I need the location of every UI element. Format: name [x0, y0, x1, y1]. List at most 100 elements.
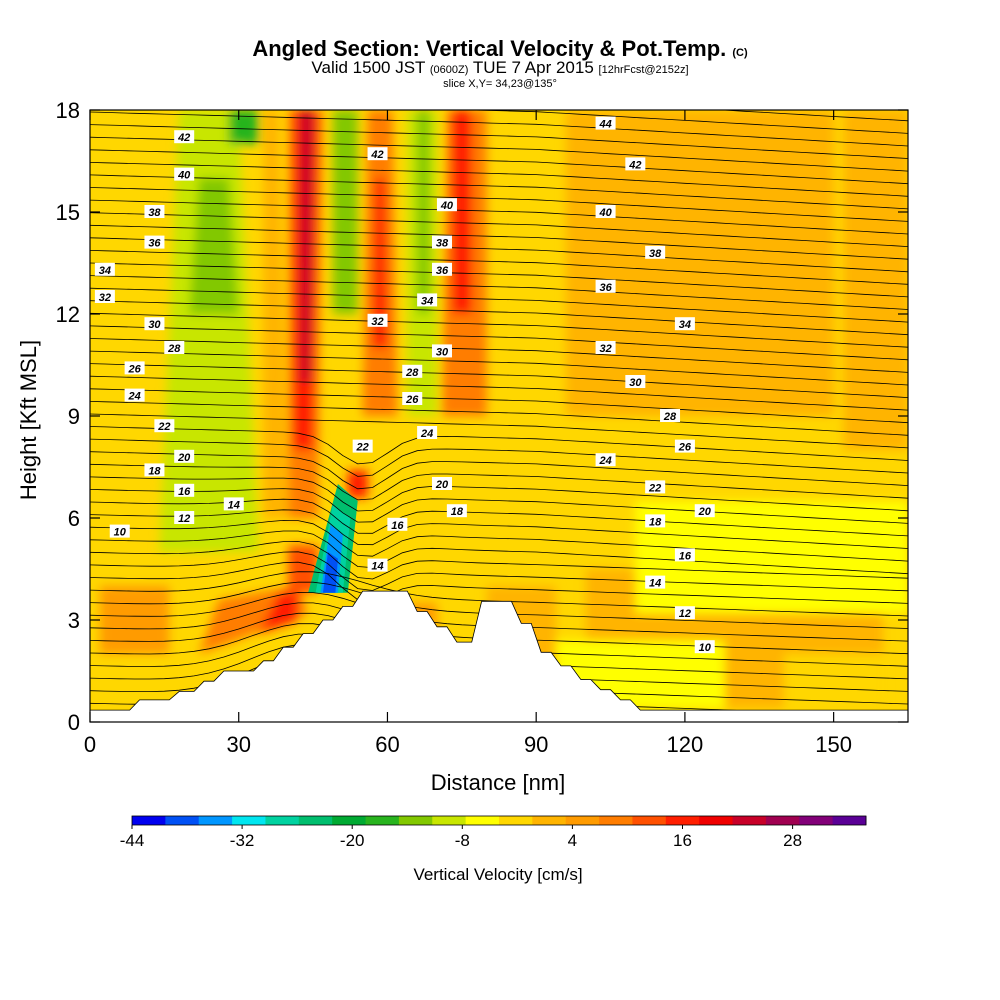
isentrope-line	[90, 401, 908, 436]
svg-text:24: 24	[127, 391, 140, 403]
chart-title: Angled Section: Vertical Velocity & Pot.…	[252, 36, 748, 61]
svg-text:30: 30	[148, 319, 161, 331]
isentrope-line	[90, 363, 908, 398]
contour-label: 16	[387, 517, 408, 532]
contour-label: 14	[645, 575, 666, 590]
colorbar-tick-label: 4	[568, 831, 577, 850]
contour-label: 24	[595, 453, 616, 467]
contour-label: 38	[645, 245, 666, 260]
contour-label: 18	[446, 504, 467, 518]
isentrope-line	[90, 451, 908, 490]
contour-label: 34	[94, 262, 115, 277]
contour-label: 14	[367, 558, 388, 573]
contour-label: 42	[367, 147, 388, 161]
isentrope-line	[90, 287, 908, 323]
x-tick-label: 90	[524, 732, 548, 757]
svg-text:26: 26	[405, 394, 419, 406]
contour-label: 42	[625, 157, 646, 171]
svg-text:14: 14	[228, 499, 240, 511]
colorbar-swatch	[332, 816, 367, 825]
isentrope-line	[90, 388, 908, 424]
svg-text:16: 16	[679, 550, 692, 562]
contour-label: 38	[431, 235, 452, 250]
isentrope-line	[90, 224, 908, 260]
velocity-blob	[843, 110, 908, 450]
terrain-mask	[90, 590, 908, 722]
colorbar-swatch	[198, 816, 233, 825]
isentrope-line	[90, 488, 908, 524]
isentrope-line	[90, 426, 908, 465]
svg-text:42: 42	[628, 159, 641, 171]
contour-label: 30	[144, 317, 165, 331]
contour-label: 26	[674, 439, 695, 454]
isentrope-line	[90, 275, 908, 310]
contour-label: 40	[595, 205, 616, 219]
contour-label: 28	[164, 341, 185, 355]
x-tick-label: 120	[667, 732, 704, 757]
y-tick-label: 0	[68, 710, 80, 735]
velocity-blob	[347, 470, 368, 498]
svg-text:28: 28	[405, 367, 419, 379]
svg-text:26: 26	[678, 442, 692, 454]
velocity-blob	[288, 545, 319, 593]
chart-slice-info: slice X,Y= 34,23@135°	[443, 78, 557, 90]
isentrope-line	[90, 300, 908, 336]
isentrope-line	[90, 476, 908, 512]
isentrope-line	[90, 149, 908, 185]
velocity-blob	[451, 110, 472, 314]
contour-label: 44	[595, 116, 616, 131]
colorbar-swatch	[699, 816, 734, 825]
isentrope-line	[90, 438, 908, 477]
isentrope-line	[90, 519, 908, 562]
contour-label: 40	[174, 167, 195, 182]
svg-text:28: 28	[663, 411, 677, 423]
isentrope-line	[90, 530, 908, 575]
svg-text:32: 32	[599, 343, 611, 355]
x-tick-label: 0	[84, 732, 96, 757]
svg-text:10: 10	[114, 527, 127, 539]
colorbar: -44 -32 -20 -8 4 16 28	[120, 815, 867, 850]
svg-text:26: 26	[127, 363, 141, 375]
isentrope-line	[90, 551, 908, 592]
isentrope-line	[90, 174, 908, 210]
y-tick-label: 15	[56, 200, 80, 225]
colorbar-swatch	[599, 816, 633, 825]
colorbar-swatch	[799, 816, 834, 825]
isentrope-line	[90, 199, 908, 235]
contour-label: 18	[645, 514, 666, 528]
contour-label: 28	[660, 409, 681, 423]
contour-label: 16	[174, 483, 195, 498]
colorbar-label: Vertical Velocity [cm/s]	[413, 865, 582, 884]
y-tick-label: 12	[56, 302, 80, 327]
contour-label: 24	[417, 426, 438, 440]
svg-text:36: 36	[599, 282, 612, 294]
colorbar-tick-label: -20	[340, 831, 365, 850]
colorbar-swatch	[732, 816, 767, 825]
svg-text:22: 22	[157, 421, 170, 433]
contour-label: 22	[352, 439, 373, 454]
isentrope-line	[90, 375, 908, 411]
isentrope-line	[90, 338, 908, 373]
isentrope-line	[90, 509, 908, 549]
svg-text:40: 40	[598, 207, 612, 219]
svg-text:14: 14	[649, 578, 661, 590]
contour-label: 12	[174, 511, 195, 525]
svg-text:18: 18	[649, 516, 662, 528]
contour-label: 34	[674, 317, 695, 331]
velocity-blob	[300, 110, 314, 382]
isentrope-line	[90, 413, 908, 449]
isentrope-line	[90, 124, 908, 159]
isentrope-line	[90, 325, 908, 361]
contour-label: 32	[94, 290, 115, 304]
svg-text:32: 32	[99, 292, 111, 304]
contour-label: 38	[144, 205, 165, 219]
x-tick-label: 60	[375, 732, 399, 757]
velocity-blob	[189, 178, 239, 314]
svg-text:32: 32	[371, 316, 383, 328]
velocity-blob	[565, 110, 834, 416]
colorbar-swatch	[298, 816, 333, 825]
contour-label: 18	[144, 463, 165, 477]
svg-text:10: 10	[699, 642, 712, 654]
contour-label: 12	[674, 606, 695, 620]
svg-text:38: 38	[436, 238, 449, 250]
